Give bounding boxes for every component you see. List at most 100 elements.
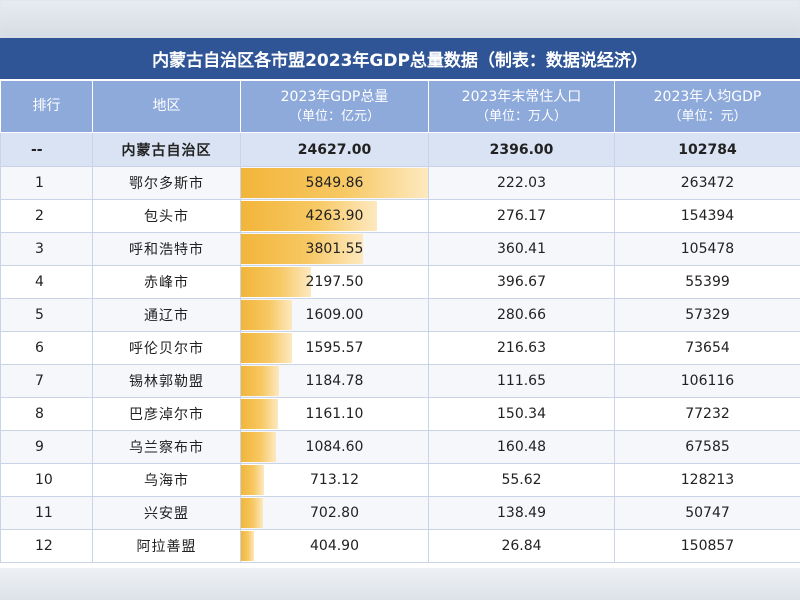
row-rank: 11 [0, 496, 93, 530]
table-row: 9 乌兰察布市 1084.60 160.48 67585 [0, 430, 800, 464]
header-population-unit: （单位：万人） [475, 108, 567, 124]
table-row: 10 乌海市 713.12 55.62 128213 [0, 463, 800, 497]
blurred-bottom-strip [0, 568, 800, 600]
gdp-bar [241, 465, 264, 495]
row-population: 280.66 [428, 298, 615, 332]
row-per-capita: 128213 [614, 463, 800, 497]
row-gdp-cell: 1084.60 [240, 430, 429, 464]
gdp-bar [241, 399, 279, 429]
row-per-capita: 55399 [614, 265, 800, 299]
row-per-capita: 154394 [614, 199, 800, 233]
row-region: 鄂尔多斯市 [92, 166, 241, 200]
blurred-top-strip [0, 0, 800, 38]
row-per-capita: 50747 [614, 496, 800, 530]
row-population: 150.34 [428, 397, 615, 431]
gdp-table: 排行 地区 2023年GDP总量 （单位：亿元） 2023年末常住人口 （单位：… [0, 80, 800, 563]
gdp-table-panel: 内蒙古自治区各市盟2023年GDP总量数据（制表：数据说经济） 排行 地区 20… [0, 38, 800, 568]
header-population: 2023年末常住人口 （单位：万人） [428, 80, 615, 133]
table-row: 8 巴彦淖尔市 1161.10 150.34 77232 [0, 397, 800, 431]
total-rank: -- [0, 132, 93, 167]
row-population: 360.41 [428, 232, 615, 266]
row-rank: 5 [0, 298, 93, 332]
row-gdp-cell: 1184.78 [240, 364, 429, 398]
row-per-capita: 150857 [614, 529, 800, 563]
header-per-capita-label: 2023年人均GDP [653, 88, 762, 105]
table-row: 11 兴安盟 702.80 138.49 50747 [0, 496, 800, 530]
gdp-bar [241, 234, 363, 264]
row-gdp-cell: 1161.10 [240, 397, 429, 431]
row-per-capita: 67585 [614, 430, 800, 464]
row-population: 396.67 [428, 265, 615, 299]
row-rank: 1 [0, 166, 93, 200]
row-rank: 2 [0, 199, 93, 233]
row-gdp: 713.12 [310, 472, 359, 488]
header-per-capita: 2023年人均GDP （单位：元） [614, 80, 800, 133]
row-gdp: 1609.00 [305, 307, 364, 323]
row-gdp-cell: 1595.57 [240, 331, 429, 365]
header-population-label: 2023年末常住人口 [461, 88, 582, 105]
row-rank: 3 [0, 232, 93, 266]
total-population: 2396.00 [428, 132, 615, 167]
gdp-bar [241, 333, 292, 363]
row-gdp-cell: 5849.86 [240, 166, 429, 200]
total-region: 内蒙古自治区 [92, 132, 241, 167]
table-row: 7 锡林郭勒盟 1184.78 111.65 106116 [0, 364, 800, 398]
row-population: 138.49 [428, 496, 615, 530]
row-region: 呼和浩特市 [92, 232, 241, 266]
table-row: 1 鄂尔多斯市 5849.86 222.03 263472 [0, 166, 800, 200]
gdp-bar [241, 366, 279, 396]
table-row: 12 阿拉善盟 404.90 26.84 150857 [0, 529, 800, 563]
header-region: 地区 [92, 80, 241, 133]
row-population: 222.03 [428, 166, 615, 200]
row-rank: 9 [0, 430, 93, 464]
row-rank: 7 [0, 364, 93, 398]
row-region: 赤峰市 [92, 265, 241, 299]
row-gdp-cell: 2197.50 [240, 265, 429, 299]
table-row: 4 赤峰市 2197.50 396.67 55399 [0, 265, 800, 299]
row-gdp: 1161.10 [305, 406, 364, 422]
row-rank: 4 [0, 265, 93, 299]
row-population: 216.63 [428, 331, 615, 365]
header-gdp-unit: （单位：亿元） [288, 108, 380, 124]
row-region: 乌海市 [92, 463, 241, 497]
row-per-capita: 57329 [614, 298, 800, 332]
row-rank: 6 [0, 331, 93, 365]
row-gdp: 404.90 [310, 538, 359, 554]
row-region: 阿拉善盟 [92, 529, 241, 563]
row-gdp-cell: 3801.55 [240, 232, 429, 266]
row-region: 巴彦淖尔市 [92, 397, 241, 431]
row-gdp-cell: 1609.00 [240, 298, 429, 332]
row-rank: 8 [0, 397, 93, 431]
row-gdp-cell: 713.12 [240, 463, 429, 497]
header-rank-label: 排行 [32, 98, 61, 114]
row-region: 锡林郭勒盟 [92, 364, 241, 398]
row-population: 111.65 [428, 364, 615, 398]
row-gdp: 4263.90 [305, 208, 364, 224]
row-rank: 12 [0, 529, 93, 563]
row-population: 26.84 [428, 529, 615, 563]
header-row: 排行 地区 2023年GDP总量 （单位：亿元） 2023年末常住人口 （单位：… [0, 80, 800, 133]
gdp-bar [241, 432, 276, 462]
header-gdp: 2023年GDP总量 （单位：亿元） [240, 80, 429, 133]
row-rank: 10 [0, 463, 93, 497]
gdp-bar [241, 267, 312, 297]
row-population: 55.62 [428, 463, 615, 497]
row-gdp: 702.80 [310, 505, 359, 521]
row-population: 160.48 [428, 430, 615, 464]
table-row: 6 呼伦贝尔市 1595.57 216.63 73654 [0, 331, 800, 365]
row-region: 通辽市 [92, 298, 241, 332]
table-title: 内蒙古自治区各市盟2023年GDP总量数据（制表：数据说经济） [0, 38, 800, 80]
table-row: 3 呼和浩特市 3801.55 360.41 105478 [0, 232, 800, 266]
total-gdp: 24627.00 [240, 132, 429, 167]
gdp-bar [241, 201, 378, 231]
row-gdp: 1084.60 [305, 439, 364, 455]
row-gdp: 5849.86 [305, 175, 364, 191]
row-gdp: 1184.78 [305, 373, 364, 389]
table-row: 5 通辽市 1609.00 280.66 57329 [0, 298, 800, 332]
row-population: 276.17 [428, 199, 615, 233]
row-gdp-cell: 404.90 [240, 529, 429, 563]
row-per-capita: 263472 [614, 166, 800, 200]
header-region-label: 地区 [152, 98, 181, 114]
total-row: -- 内蒙古自治区 24627.00 2396.00 102784 [0, 132, 800, 167]
